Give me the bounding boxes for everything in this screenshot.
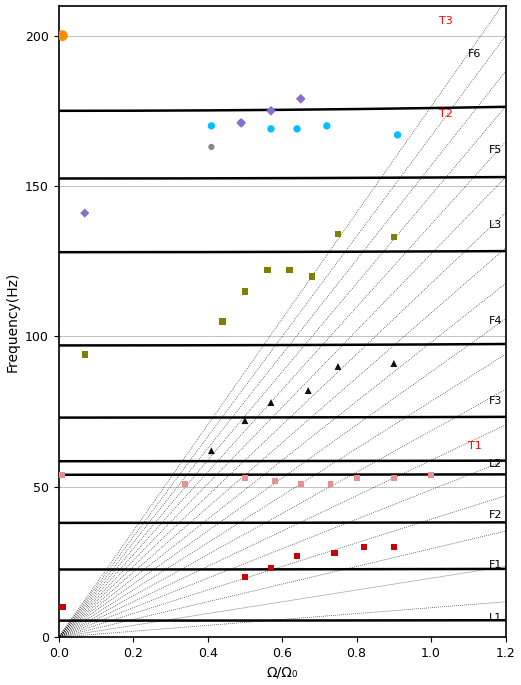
Text: F5: F5 (489, 145, 502, 155)
Text: F1: F1 (489, 560, 502, 570)
Point (267, 562, 275, 573)
Point (326, 478, 334, 489)
Point (241, 415, 249, 426)
Point (293, 123, 301, 134)
Point (334, 361, 342, 372)
Point (58, 30, 67, 41)
Point (263, 264, 271, 275)
Text: F4: F4 (489, 316, 502, 326)
Point (322, 121, 331, 132)
Point (308, 271, 316, 282)
Point (296, 93, 305, 104)
Point (390, 541, 398, 552)
Text: T1: T1 (468, 441, 482, 451)
Point (390, 358, 398, 369)
Point (330, 547, 339, 558)
Point (207, 141, 216, 152)
Point (267, 123, 275, 134)
Point (237, 117, 245, 128)
Text: L1: L1 (489, 612, 502, 623)
Point (81, 208, 89, 219)
Text: L2: L2 (489, 459, 502, 469)
Point (241, 472, 249, 483)
Point (390, 232, 398, 242)
Text: L3: L3 (489, 220, 502, 230)
Point (237, 117, 245, 128)
Text: F6: F6 (468, 49, 482, 59)
Point (218, 316, 227, 327)
Point (241, 286, 249, 297)
Point (296, 478, 305, 489)
Point (352, 472, 361, 483)
Point (181, 478, 190, 489)
Point (304, 385, 313, 396)
Text: T2: T2 (439, 109, 452, 119)
Point (207, 445, 216, 456)
Point (267, 397, 275, 408)
Point (390, 472, 398, 483)
Point (58, 469, 67, 480)
Point (393, 129, 402, 140)
Point (81, 349, 89, 360)
Point (241, 571, 249, 582)
Text: F3: F3 (489, 396, 502, 406)
Point (207, 121, 216, 132)
Point (334, 229, 342, 240)
Text: T3: T3 (439, 16, 452, 25)
Y-axis label: Frequency(Hz): Frequency(Hz) (6, 271, 20, 371)
Point (58, 601, 67, 612)
Point (286, 264, 294, 275)
Point (267, 105, 275, 116)
X-axis label: Ω/Ω₀: Ω/Ω₀ (266, 665, 298, 680)
Point (270, 475, 279, 486)
Point (360, 541, 368, 552)
Point (427, 469, 435, 480)
Text: F2: F2 (489, 510, 502, 521)
Point (293, 551, 301, 562)
